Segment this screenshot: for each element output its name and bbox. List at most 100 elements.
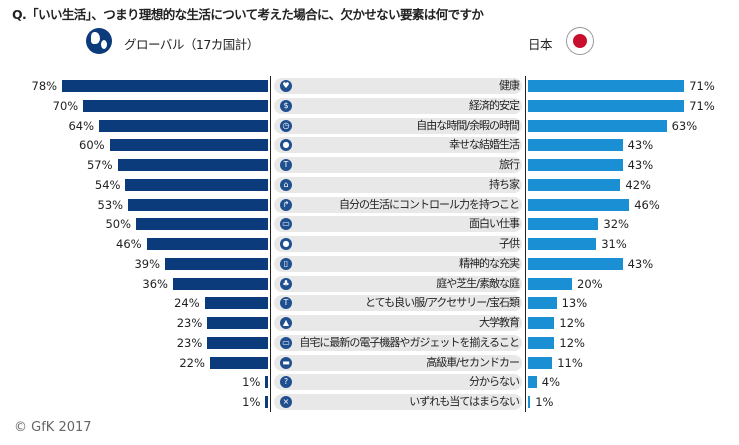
label-global: 70% xyxy=(52,98,79,113)
category-row: ? 分からない xyxy=(274,374,522,391)
category-label: 庭や芝生/素敵な庭 xyxy=(436,276,520,290)
tree-icon: ♣ xyxy=(280,277,292,290)
couple-icon: ● xyxy=(280,139,292,152)
category-label: 経済的安定 xyxy=(469,98,520,112)
category-row: ♥ 健康 xyxy=(274,78,522,94)
left-axis-line xyxy=(270,76,271,412)
label-japan: 12% xyxy=(559,316,585,330)
category-row: ▭ 自宅に最新の電子機器やガジェットを揃えること xyxy=(274,334,522,351)
label-japan: 1% xyxy=(535,395,554,409)
bar-global xyxy=(146,238,268,250)
bar-japan xyxy=(528,139,623,152)
label-global: 24% xyxy=(174,296,200,311)
category-label: 自宅に最新の電子機器やガジェットを揃えること xyxy=(299,335,520,349)
label-japan: 12% xyxy=(559,335,585,350)
bar-global xyxy=(117,159,268,171)
category-row: T とても良い服/アクセサリー/宝石類 xyxy=(274,295,522,312)
label-japan: 71% xyxy=(689,98,715,113)
bar-japan xyxy=(528,119,667,132)
category-label: 自由な時間/余暇の時間 xyxy=(416,118,520,132)
label-global: 23% xyxy=(176,316,203,330)
category-label: 持ち家 xyxy=(489,177,520,191)
category-label: 大学教育 xyxy=(479,316,520,329)
shirt-icon: T xyxy=(280,297,292,310)
bar-japan xyxy=(528,376,537,389)
bar-japan xyxy=(528,257,623,270)
bar-japan xyxy=(528,336,555,349)
chart-title: Q.「いい生活」、つまり理想的な生活について考えた場合に、欠かせない要素は何です… xyxy=(12,7,484,22)
label-global: 57% xyxy=(86,158,113,172)
bar-global xyxy=(62,80,268,92)
bar-global xyxy=(207,317,268,329)
right-axis-line xyxy=(525,76,526,412)
category-row: ◷ 自由な時間/余暇の時間 xyxy=(274,117,522,134)
clock-icon: ◷ xyxy=(280,119,292,132)
legend-global: グローバル（17カ国計） xyxy=(124,37,259,52)
heart-icon: ♥ xyxy=(280,80,292,92)
label-japan: 71% xyxy=(689,79,715,93)
japan-flag-icon xyxy=(566,27,594,55)
bar-japan xyxy=(528,159,623,171)
signpost-icon: ↱ xyxy=(280,198,292,211)
category-label: 自分の生活にコントロール力を持つこと xyxy=(339,197,520,211)
bar-japan xyxy=(528,317,555,329)
category-label: とても良い服/アクセサリー/宝石類 xyxy=(365,296,520,310)
bar-japan xyxy=(528,297,557,310)
category-row: ⌂ 持ち家 xyxy=(274,176,522,193)
label-global: 60% xyxy=(79,138,105,153)
palm-tree-icon: T xyxy=(280,159,292,171)
bar-global xyxy=(265,396,268,408)
label-japan: 43% xyxy=(627,138,654,153)
bar-japan xyxy=(528,178,621,191)
bar-global xyxy=(207,336,268,349)
category-row: ↱ 自分の生活にコントロール力を持つこと xyxy=(274,196,522,213)
label-japan: 46% xyxy=(634,197,660,212)
copyright: © GfK 2017 xyxy=(14,420,92,435)
category-label: 健康 xyxy=(499,79,520,92)
label-global: 54% xyxy=(94,177,121,192)
label-japan: 43% xyxy=(627,256,654,271)
children-icon: ● xyxy=(280,238,292,250)
bar-global xyxy=(209,356,268,369)
bar-japan xyxy=(528,80,685,92)
label-japan: 11% xyxy=(557,355,583,370)
bar-japan xyxy=(528,218,599,231)
bar-japan xyxy=(528,238,597,250)
legend-japan: 日本 xyxy=(528,37,553,52)
category-label: 幸せな結婚生活 xyxy=(449,138,520,152)
category-row: ▭ 面白い仕事 xyxy=(274,216,522,233)
laptop-icon: ▭ xyxy=(280,336,292,349)
label-japan: 63% xyxy=(671,118,698,133)
label-japan: 4% xyxy=(541,375,561,390)
question-icon: ? xyxy=(280,376,292,389)
category-label: いずれも当てはまらない xyxy=(409,395,520,408)
label-japan: 42% xyxy=(625,177,651,192)
label-global: 22% xyxy=(179,355,205,370)
bar-global xyxy=(204,297,268,310)
bar-global xyxy=(136,218,268,231)
category-row: ▲ 大学教育 xyxy=(274,315,522,331)
category-row: ▯ 精神的な充実 xyxy=(274,255,522,272)
category-row: ▬ 高級車/セカンドカー xyxy=(274,354,522,371)
money-icon: $ xyxy=(280,99,292,112)
category-row: ● 幸せな結婚生活 xyxy=(274,137,522,154)
label-global: 36% xyxy=(142,276,168,291)
bar-japan xyxy=(528,99,685,112)
car-icon: ▬ xyxy=(280,356,292,369)
label-japan: 20% xyxy=(577,276,603,291)
category-row: × いずれも当てはまらない xyxy=(274,394,522,410)
cross-icon: × xyxy=(280,396,292,408)
bar-global xyxy=(165,257,268,270)
category-label: 分からない xyxy=(469,375,520,389)
label-japan: 31% xyxy=(601,237,627,251)
label-global: 39% xyxy=(134,256,161,271)
label-global: 64% xyxy=(68,118,95,133)
label-global: 1% xyxy=(242,375,261,390)
category-row: ♣ 庭や芝生/素敵な庭 xyxy=(274,275,522,292)
category-row: $ 経済的安定 xyxy=(274,97,522,114)
bar-japan xyxy=(528,198,630,211)
graduation-cap-icon: ▲ xyxy=(280,317,292,329)
bar-global xyxy=(265,376,268,389)
category-label: 旅行 xyxy=(499,158,520,171)
category-row: ● 子供 xyxy=(274,236,522,252)
